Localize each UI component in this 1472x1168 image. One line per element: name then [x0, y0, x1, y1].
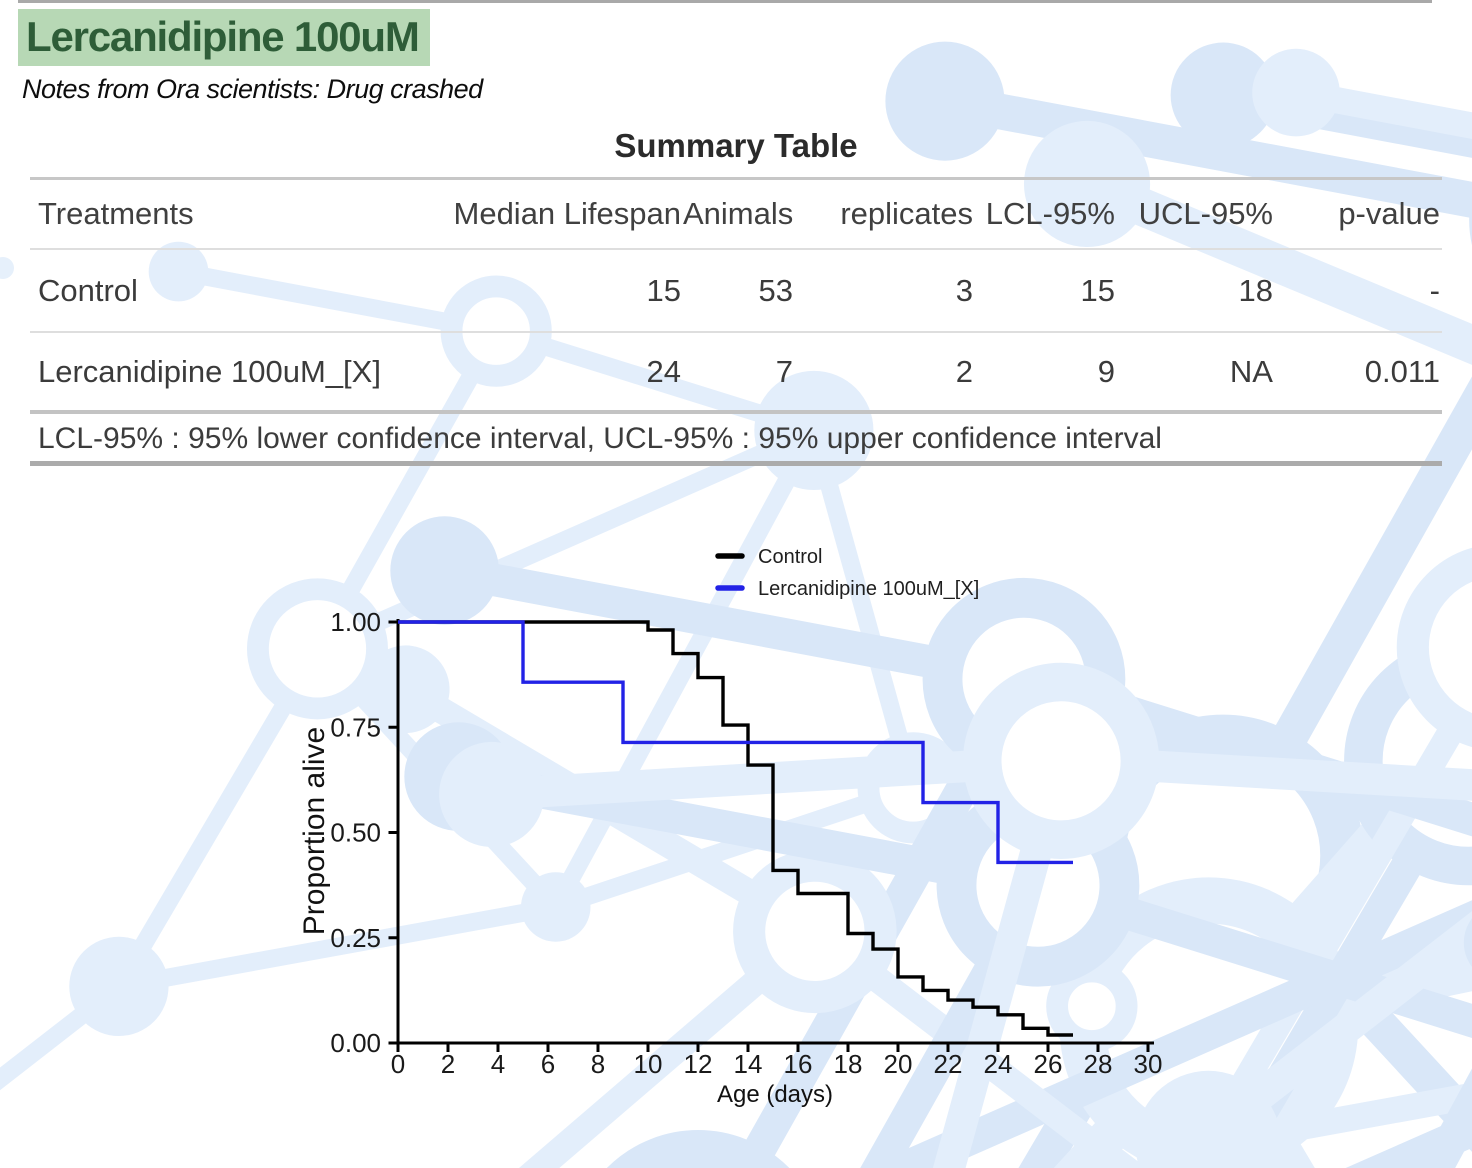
x-tick-label: 8: [591, 1049, 605, 1079]
molecule-network-decoration: [0, 15, 1472, 1168]
legend-label-1: Lercanidipine 100uM_[X]: [758, 578, 979, 600]
column-header-pvalue: p-value: [1338, 196, 1440, 231]
x-tick-label: 24: [984, 1049, 1013, 1079]
y-tick-label: 0.50: [330, 818, 381, 848]
x-tick-label: 4: [491, 1049, 505, 1079]
x-tick-label: 26: [1034, 1049, 1063, 1079]
column-header-animals: Animals: [683, 196, 794, 231]
x-tick-label: 28: [1084, 1049, 1113, 1079]
lcl95-value: 15: [1080, 272, 1115, 308]
summary-table-title: Summary Table: [614, 127, 858, 164]
replicates-value: 2: [955, 353, 973, 389]
animals-value: 53: [758, 272, 793, 308]
x-axis-label: Age (days): [717, 1081, 833, 1108]
column-header-treatments: Treatments: [38, 196, 194, 231]
treatment-name: Control: [38, 272, 138, 308]
series-curve-1: [398, 620, 1073, 865]
x-tick-label: 2: [441, 1049, 455, 1079]
table-header-row: Treatments Median Lifespan Animals repli…: [30, 180, 1442, 250]
y-tick-label: 0.00: [330, 1028, 381, 1058]
ucl95-value: 18: [1238, 272, 1273, 308]
x-tick-label: 14: [734, 1049, 763, 1079]
table-footnote: LCL-95% : 95% lower confidence interval,…: [30, 414, 1442, 466]
x-tick-label: 10: [634, 1049, 663, 1079]
x-tick-label: 18: [834, 1049, 863, 1079]
ucl95-value: NA: [1229, 353, 1273, 389]
column-header-replicates: replicates: [840, 196, 973, 231]
scientist-note: Notes from Ora scientists: Drug crashed: [22, 74, 483, 104]
x-tick-label: 16: [784, 1049, 813, 1079]
x-tick-label: 6: [541, 1049, 555, 1079]
top-border: [18, 0, 1432, 3]
table-row-control: Control 15 53 3 15 18 -: [30, 250, 1442, 333]
y-tick-label: 0.25: [330, 923, 381, 953]
lcl95-value: 9: [1097, 353, 1115, 389]
pvalue-value: 0.011: [1364, 353, 1440, 389]
column-header-lcl95: LCL-95%: [985, 196, 1115, 231]
x-tick-label: 20: [884, 1049, 913, 1079]
median-lifespan-value: 15: [646, 272, 681, 308]
x-tick-label: 12: [684, 1049, 713, 1079]
page-title: Lercanidipine 100uM: [18, 9, 430, 66]
table-row-lercanidipine: Lercanidipine 100uM_[X] 24 7 2 9 NA 0.01…: [30, 333, 1442, 414]
treatment-name: Lercanidipine 100uM_[X]: [38, 353, 381, 389]
replicates-value: 3: [955, 272, 973, 308]
column-header-median-lifespan: Median Lifespan: [453, 196, 682, 231]
survival-chart: 0 2 4 6 8 10 12 14 16 18 20 22 24 26 28 300.000.250.500…: [298, 546, 1163, 1108]
y-tick-label: 1.00: [330, 607, 381, 637]
axes: [396, 619, 1154, 1045]
legend-label-0: Control: [758, 546, 822, 568]
x-tick-label: 0: [391, 1049, 405, 1079]
column-header-ucl95: UCL-95%: [1138, 196, 1273, 231]
x-tick-label: 22: [934, 1049, 963, 1079]
series-curve-0: [398, 620, 1073, 1037]
summary-table: Treatments Median Lifespan Animals repli…: [30, 177, 1442, 466]
x-tick-label: 30: [1134, 1049, 1163, 1079]
pvalue-value: -: [1429, 272, 1440, 308]
median-lifespan-value: 24: [646, 353, 681, 389]
y-tick-label: 0.75: [330, 712, 381, 742]
animals-value: 7: [775, 353, 793, 389]
y-axis-label: Proportion alive: [298, 727, 331, 935]
